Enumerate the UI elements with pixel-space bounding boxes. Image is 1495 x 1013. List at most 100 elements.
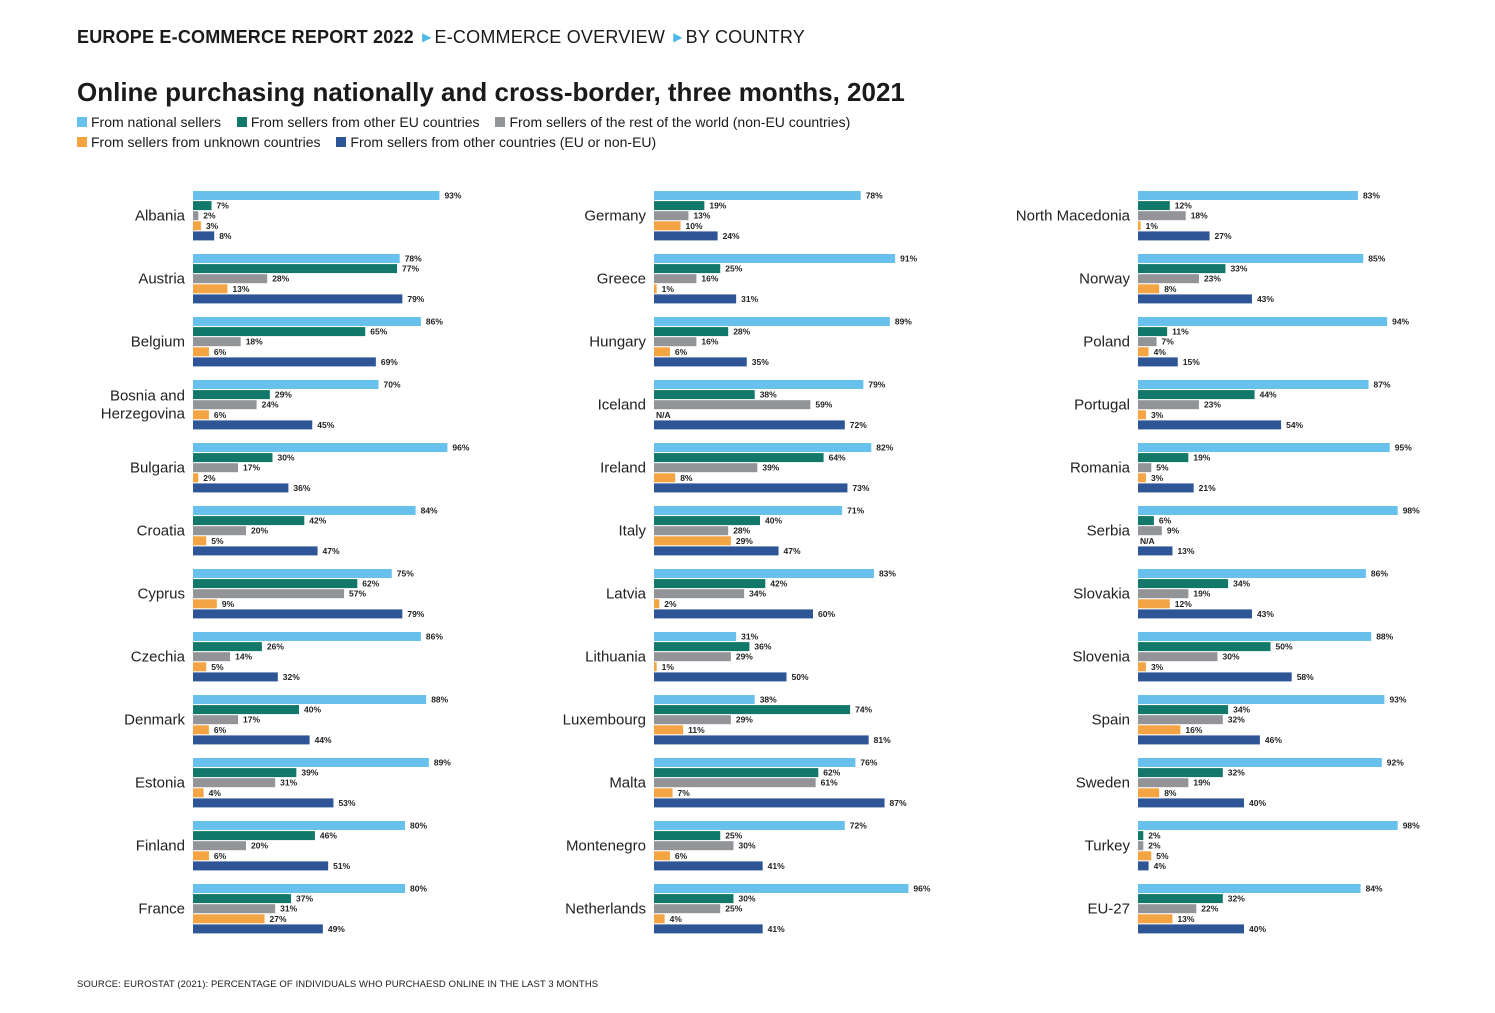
data-label: 15%	[1183, 357, 1200, 367]
bar	[654, 357, 747, 367]
na-label: N/A	[656, 410, 671, 420]
data-label: 2%	[203, 473, 216, 483]
bar	[654, 821, 845, 830]
data-label: 43%	[1257, 294, 1274, 304]
bar	[193, 264, 398, 274]
bar	[193, 599, 217, 609]
data-label: 32%	[283, 672, 300, 682]
country-label: Luxembourg	[563, 712, 646, 729]
bar	[193, 725, 209, 735]
data-label: 3%	[206, 221, 219, 231]
data-label: 11%	[688, 725, 705, 735]
data-label: 5%	[1156, 463, 1169, 473]
country-label: Belgium	[131, 334, 185, 351]
bar	[1138, 735, 1260, 745]
data-label: 6%	[214, 410, 227, 420]
data-label: 62%	[362, 579, 379, 589]
data-label: 40%	[1249, 924, 1266, 934]
data-label: 7%	[1162, 337, 1175, 347]
bar	[654, 473, 676, 483]
data-label: 4%	[1154, 347, 1167, 357]
bar	[654, 211, 689, 221]
data-label: 34%	[749, 589, 766, 599]
country-label: Albania	[135, 208, 186, 225]
country-label: Iceland	[598, 397, 646, 414]
bar	[654, 904, 721, 914]
bar	[1138, 357, 1178, 367]
bar	[193, 536, 207, 546]
bar	[193, 768, 297, 778]
data-label: 71%	[847, 506, 864, 516]
data-label: 91%	[900, 254, 917, 264]
data-label: 86%	[1371, 569, 1388, 579]
data-label: 2%	[203, 211, 216, 221]
data-label: 4%	[1154, 861, 1167, 871]
data-label: 9%	[222, 599, 235, 609]
data-label: 3%	[1151, 662, 1164, 672]
bar	[193, 516, 305, 526]
bar	[1138, 516, 1154, 526]
bar	[1138, 914, 1173, 924]
data-label: 25%	[725, 831, 742, 841]
data-label: 88%	[1376, 632, 1393, 642]
bar	[654, 695, 755, 704]
data-label: 57%	[349, 589, 366, 599]
bar	[193, 463, 239, 473]
data-label: 4%	[670, 914, 683, 924]
legend-item-other-eu: From sellers from other EU countries	[236, 112, 480, 132]
data-label: 13%	[232, 284, 249, 294]
country-label: Finland	[136, 838, 185, 855]
bar	[654, 191, 861, 200]
data-label: 94%	[1392, 317, 1409, 327]
legend-label: From sellers from other EU countries	[250, 114, 480, 130]
bar	[193, 798, 334, 808]
data-label: 18%	[246, 337, 263, 347]
data-label: 16%	[1185, 725, 1202, 735]
bar	[193, 662, 207, 672]
data-label: 39%	[301, 768, 318, 778]
data-label: 46%	[1265, 735, 1282, 745]
bar	[1138, 841, 1144, 851]
data-label: 36%	[293, 483, 310, 493]
data-label: 82%	[876, 443, 893, 453]
bar	[1138, 211, 1186, 221]
data-label: 25%	[725, 264, 742, 274]
bar	[193, 211, 199, 221]
bar	[1138, 337, 1157, 347]
bar	[193, 841, 246, 851]
bar	[1138, 410, 1146, 420]
legend-swatch	[495, 117, 506, 127]
bar	[1138, 884, 1361, 893]
data-label: 3%	[1151, 473, 1164, 483]
data-label: 89%	[434, 758, 451, 768]
data-label: 27%	[1215, 231, 1232, 241]
bar	[193, 914, 265, 924]
data-label: 3%	[1151, 410, 1164, 420]
country-label: Sweden	[1076, 775, 1130, 792]
chart-title: Online purchasing nationally and cross-b…	[77, 77, 905, 107]
data-label: 31%	[280, 904, 297, 914]
bar	[1138, 201, 1170, 211]
data-label: 84%	[421, 506, 438, 516]
data-label: 11%	[1172, 327, 1189, 337]
data-label: 79%	[407, 294, 424, 304]
data-label: 2%	[1148, 841, 1161, 851]
data-label: 40%	[765, 516, 782, 526]
bar	[1138, 609, 1252, 619]
bar	[654, 831, 721, 841]
data-label: 80%	[410, 821, 427, 831]
bar	[654, 609, 813, 619]
data-label: 49%	[328, 924, 345, 934]
data-label: 40%	[304, 705, 321, 715]
bar	[193, 327, 366, 337]
bar	[654, 589, 745, 599]
data-label: 30%	[739, 841, 756, 851]
bar	[193, 904, 276, 914]
bar	[654, 672, 787, 682]
bar	[1138, 274, 1199, 284]
data-label: 37%	[296, 894, 313, 904]
country-label: Greece	[597, 271, 646, 288]
country-label: EU-27	[1087, 901, 1130, 918]
country-label: Cyprus	[137, 586, 185, 603]
